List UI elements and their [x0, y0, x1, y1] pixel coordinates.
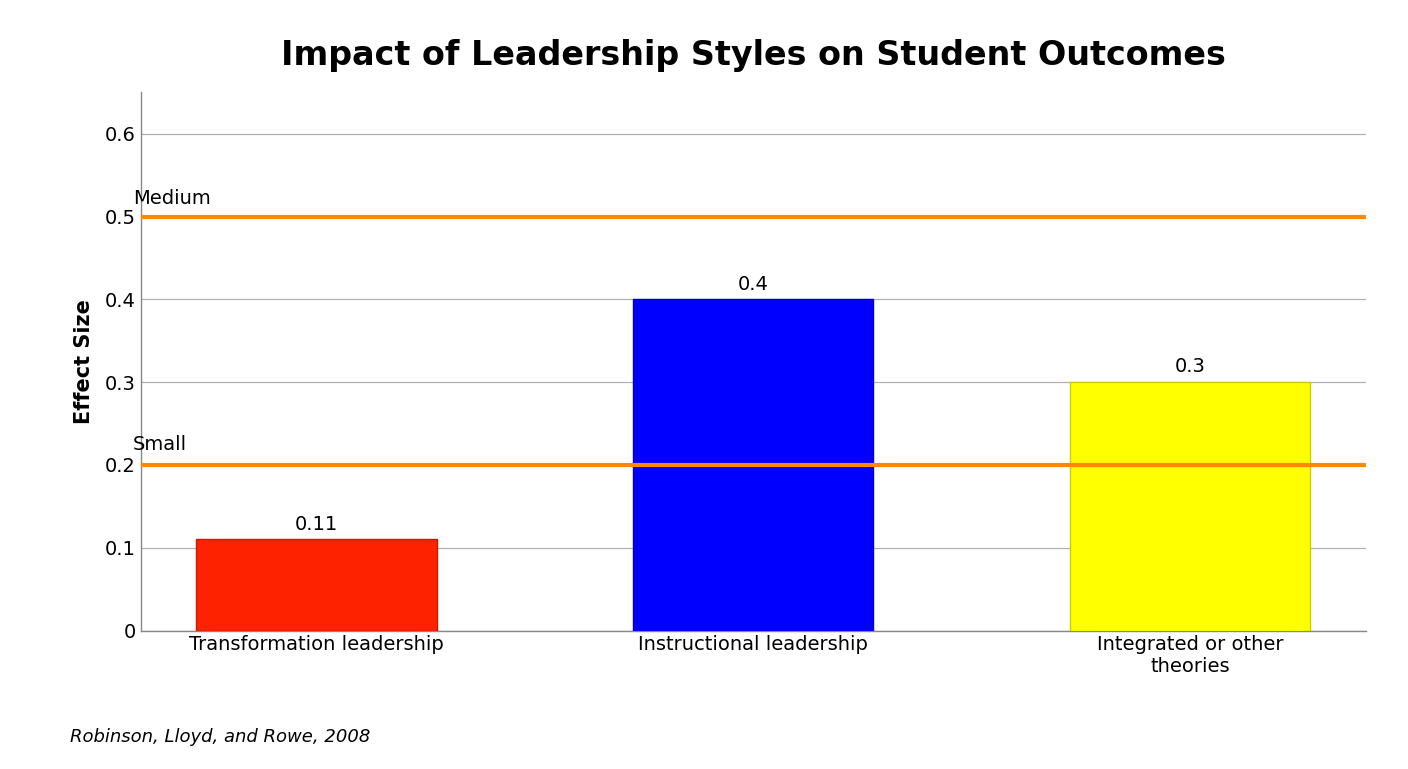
Text: 0.3: 0.3: [1174, 358, 1205, 376]
Title: Impact of Leadership Styles on Student Outcomes: Impact of Leadership Styles on Student O…: [280, 38, 1226, 72]
Y-axis label: Effect Size: Effect Size: [73, 299, 94, 424]
Bar: [1070, 382, 1309, 631]
Text: Robinson, Lloyd, and Rowe, 2008: Robinson, Lloyd, and Rowe, 2008: [70, 728, 370, 746]
Text: Small: Small: [134, 435, 187, 454]
Text: 0.11: 0.11: [294, 514, 338, 534]
Bar: [634, 299, 873, 631]
Text: Medium: Medium: [134, 189, 211, 208]
Text: 0.4: 0.4: [738, 275, 769, 294]
Bar: [197, 540, 436, 631]
